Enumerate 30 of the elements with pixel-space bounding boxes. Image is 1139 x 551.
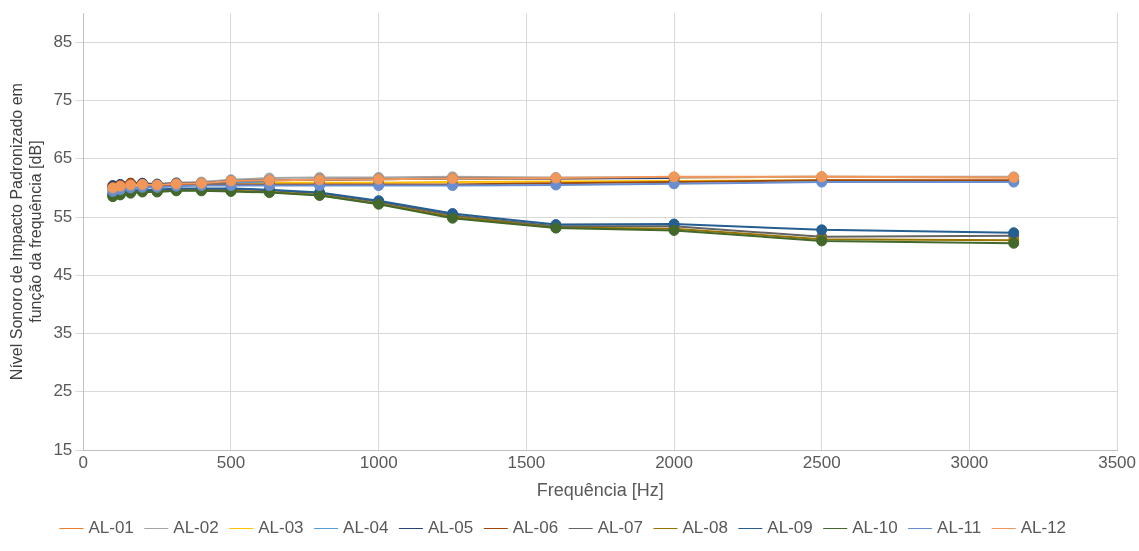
legend-label: AL-05 bbox=[427, 518, 474, 538]
y-tick-label: 25 bbox=[53, 381, 73, 401]
legend-label: AL-02 bbox=[173, 518, 219, 538]
legend-label: AL-10 bbox=[852, 518, 898, 538]
y-axis-title: Nível Sonoro de Impacto Padronizado em função da frequência [dB] bbox=[8, 83, 45, 381]
x-tick-label: 3000 bbox=[950, 452, 989, 472]
x-tick-label: 0 bbox=[78, 452, 89, 472]
y-tick-label: 65 bbox=[53, 148, 73, 168]
x-axis-title: Frequência [Hz] bbox=[536, 480, 664, 501]
legend-label: AL-08 bbox=[682, 518, 728, 538]
legend-label: AL-01 bbox=[88, 518, 134, 538]
x-tick-label: 2500 bbox=[802, 452, 841, 472]
x-tick-label: 1500 bbox=[507, 452, 546, 472]
legend-label: AL-04 bbox=[343, 518, 389, 538]
y-tick-label: 45 bbox=[53, 264, 73, 284]
legend-label: AL-03 bbox=[258, 518, 304, 538]
x-tick-label: 3500 bbox=[1098, 452, 1136, 472]
y-tick-label: 85 bbox=[53, 32, 73, 52]
y-tick-label: 15 bbox=[53, 439, 73, 459]
y-tick-label: 75 bbox=[53, 90, 73, 110]
x-tick-label: 1000 bbox=[359, 452, 398, 472]
x-tick-label: 2000 bbox=[655, 452, 693, 472]
legend-label: AL-06 bbox=[512, 518, 559, 538]
legend-label: AL-07 bbox=[597, 518, 644, 538]
y-tick-label: 55 bbox=[53, 206, 73, 226]
y-tick-label: 35 bbox=[53, 323, 73, 343]
legend-label: AL-12 bbox=[1020, 518, 1067, 538]
x-tick-label: 500 bbox=[216, 452, 246, 472]
legend-label: AL-09 bbox=[767, 518, 813, 538]
legend-label: AL-11 bbox=[937, 518, 982, 538]
